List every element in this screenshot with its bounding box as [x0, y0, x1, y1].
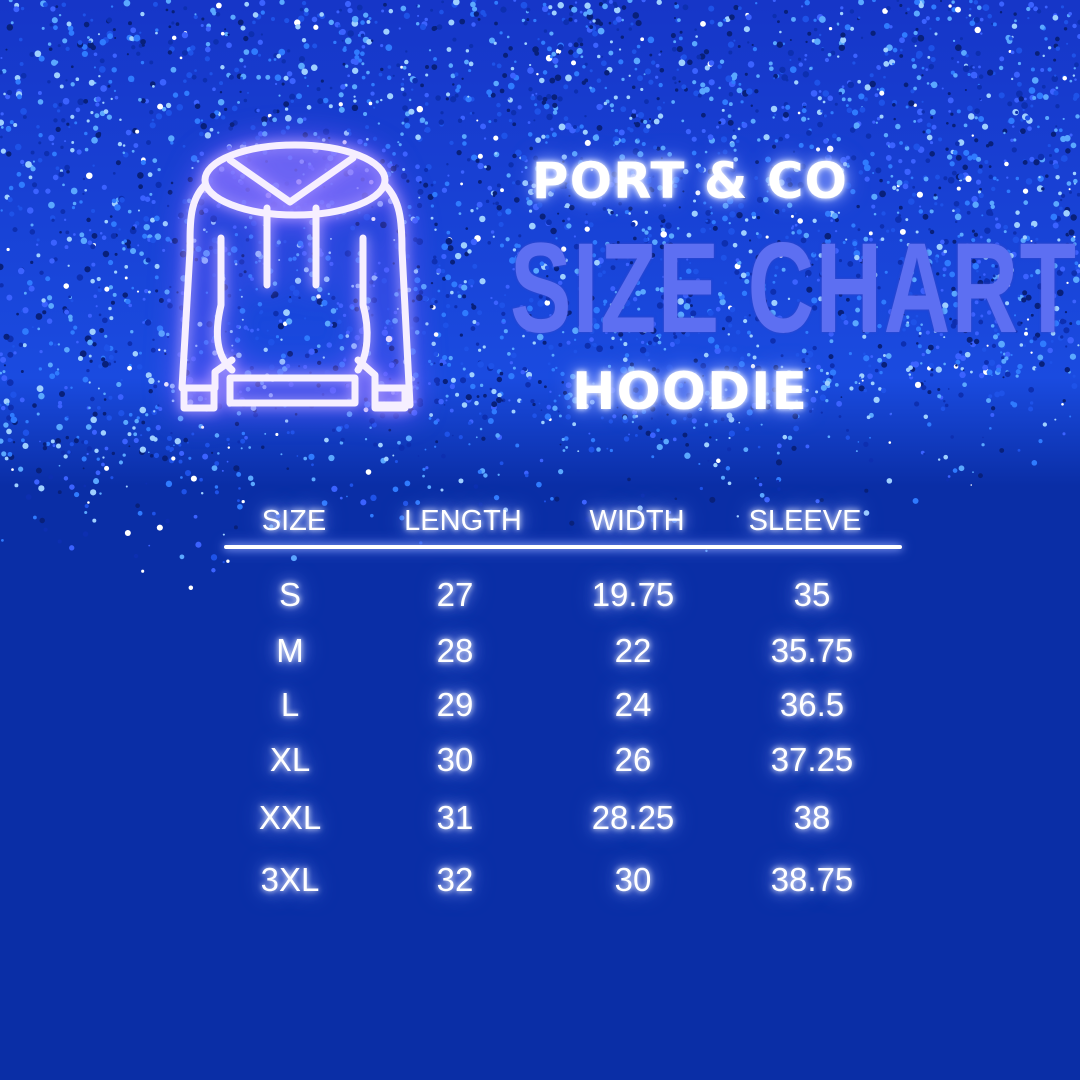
cell-size: 3XL: [260, 861, 320, 898]
cell-width: 22: [614, 632, 652, 669]
cell-width: 26: [614, 741, 652, 778]
cell-size: XXL: [258, 799, 322, 836]
cell-size: S: [278, 576, 301, 613]
brand-name: PORT & CO: [531, 152, 849, 210]
cell-width: 24: [614, 686, 652, 723]
cell-length: 32: [436, 861, 474, 898]
page-subtitle: HOODIE: [572, 362, 808, 422]
cell-sleeve: 35: [793, 576, 831, 613]
cell-sleeve: 37.25: [770, 741, 854, 778]
header-divider: [224, 545, 902, 549]
column-header-width: WIDTH: [589, 505, 685, 537]
cell-length: 29: [436, 686, 474, 723]
cell-size: L: [280, 686, 300, 723]
cell-size: M: [276, 632, 304, 669]
cell-length: 27: [436, 576, 474, 613]
page-title: SIZE CHART: [510, 217, 1078, 360]
hoodie-icon: [178, 141, 414, 412]
cell-sleeve: 35.75: [770, 632, 854, 669]
cell-length: 31: [436, 799, 474, 836]
column-header-sleeve: SLEEVE: [748, 505, 862, 537]
cell-length: 28: [436, 632, 474, 669]
cell-sleeve: 38: [793, 799, 831, 836]
cell-width: 30: [614, 861, 652, 898]
cell-width: 19.75: [591, 576, 675, 613]
column-header-length: LENGTH: [404, 505, 522, 537]
column-header-size: SIZE: [261, 505, 327, 537]
cell-sleeve: 36.5: [779, 686, 845, 723]
cell-size: XL: [269, 741, 311, 778]
cell-width: 28.25: [591, 799, 675, 836]
cell-length: 30: [436, 741, 474, 778]
cell-sleeve: 38.75: [770, 861, 854, 898]
